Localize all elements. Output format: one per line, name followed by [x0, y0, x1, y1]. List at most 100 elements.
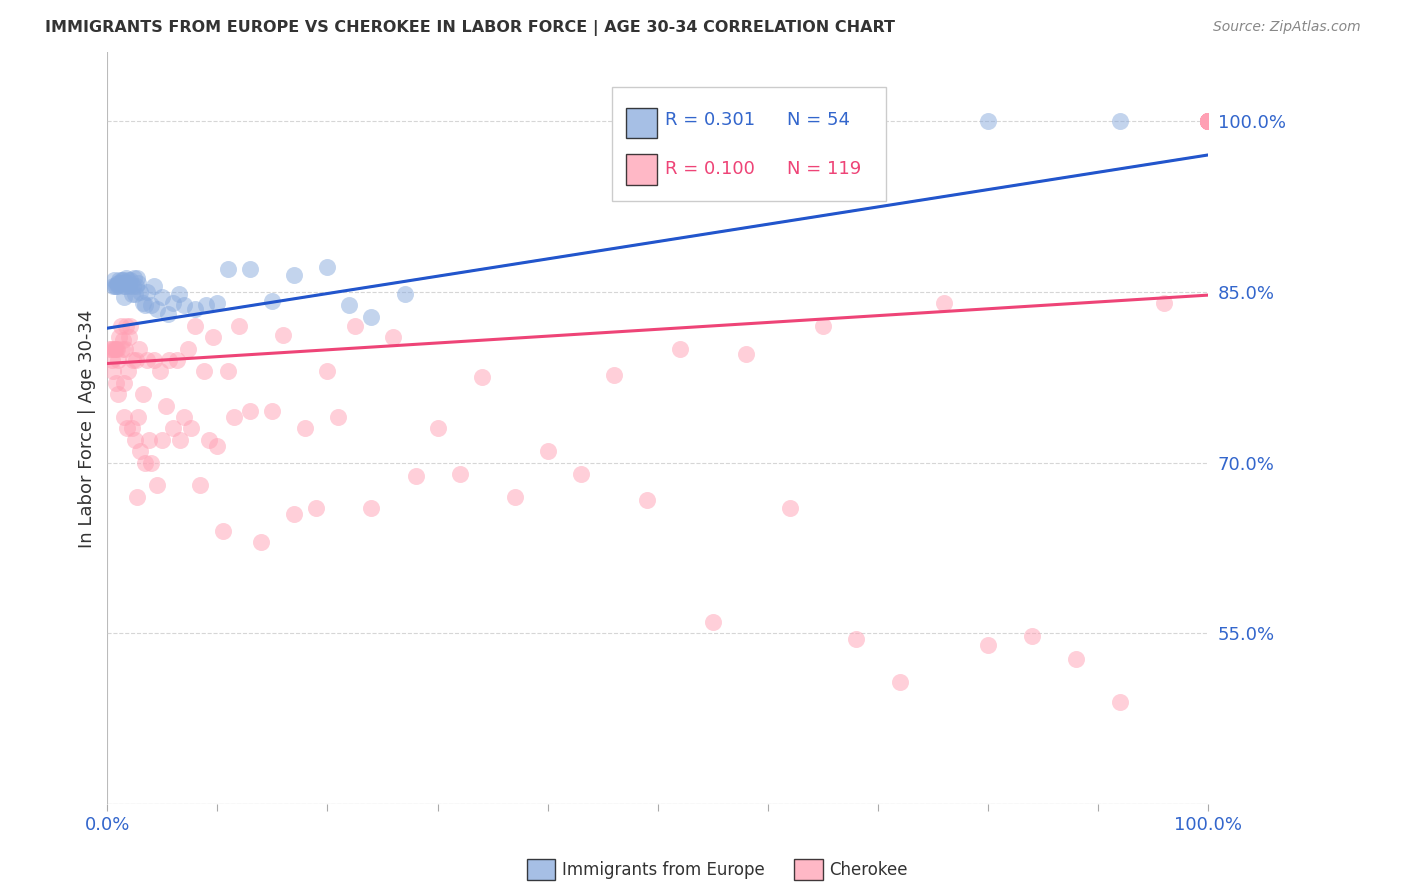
- Point: [167, 287, 190, 301]
- Point: [262, 293, 284, 308]
- Point: [1197, 113, 1219, 128]
- Point: [127, 490, 149, 504]
- Point: [111, 273, 134, 287]
- Point: [262, 404, 284, 418]
- Point: [273, 328, 295, 343]
- Point: [115, 421, 138, 435]
- Point: [114, 342, 136, 356]
- Point: [131, 387, 153, 401]
- Point: [339, 298, 361, 312]
- Point: [122, 271, 145, 285]
- Text: Immigrants from Europe: Immigrants from Europe: [562, 861, 765, 879]
- Point: [120, 318, 142, 333]
- Point: [217, 261, 239, 276]
- Point: [105, 342, 128, 356]
- Point: [195, 298, 218, 312]
- Point: [193, 364, 215, 378]
- Point: [1021, 629, 1043, 643]
- Point: [157, 353, 180, 368]
- Point: [382, 330, 405, 344]
- Point: [1197, 113, 1219, 128]
- Point: [121, 353, 143, 368]
- Text: R = 0.100: R = 0.100: [665, 161, 755, 178]
- Point: [146, 301, 169, 316]
- Point: [184, 318, 207, 333]
- Point: [1197, 113, 1219, 128]
- Point: [101, 353, 124, 368]
- Point: [1197, 113, 1219, 128]
- Point: [360, 310, 382, 324]
- Point: [932, 296, 955, 310]
- Point: [108, 330, 131, 344]
- Point: [343, 318, 366, 333]
- Point: [112, 279, 135, 293]
- Point: [100, 342, 122, 356]
- Point: [134, 456, 156, 470]
- Point: [1197, 113, 1219, 128]
- Point: [169, 433, 191, 447]
- Point: [112, 410, 135, 425]
- Point: [1197, 113, 1219, 128]
- Point: [105, 376, 128, 390]
- Point: [105, 342, 128, 356]
- Point: [977, 113, 1000, 128]
- Point: [110, 318, 132, 333]
- Text: IMMIGRANTS FROM EUROPE VS CHEROKEE IN LABOR FORCE | AGE 30-34 CORRELATION CHART: IMMIGRANTS FROM EUROPE VS CHEROKEE IN LA…: [45, 20, 896, 36]
- Point: [250, 535, 273, 549]
- Point: [108, 273, 131, 287]
- Point: [111, 333, 134, 347]
- Point: [152, 290, 174, 304]
- Point: [328, 410, 350, 425]
- Point: [124, 287, 146, 301]
- Point: [117, 273, 139, 287]
- Text: R = 0.301: R = 0.301: [665, 112, 755, 129]
- Point: [111, 342, 134, 356]
- Point: [141, 456, 163, 470]
- Point: [111, 273, 134, 287]
- Point: [294, 421, 316, 435]
- Point: [1197, 113, 1219, 128]
- Point: [734, 347, 756, 361]
- Point: [107, 353, 129, 368]
- Point: [184, 301, 207, 316]
- Point: [129, 285, 152, 299]
- Point: [98, 342, 121, 356]
- Point: [316, 364, 339, 378]
- Point: [136, 285, 159, 299]
- Point: [127, 410, 149, 425]
- Point: [702, 615, 724, 629]
- Point: [1064, 651, 1087, 665]
- Point: [811, 113, 834, 128]
- Point: [1197, 113, 1219, 128]
- Point: [1197, 113, 1219, 128]
- Point: [1197, 113, 1219, 128]
- Point: [121, 279, 143, 293]
- Point: [207, 296, 229, 310]
- Point: [162, 421, 184, 435]
- Point: [305, 501, 328, 516]
- Point: [149, 364, 172, 378]
- Point: [103, 342, 125, 356]
- Point: [207, 438, 229, 452]
- Point: [112, 290, 135, 304]
- Point: [536, 444, 558, 458]
- Point: [125, 279, 148, 293]
- Point: [104, 279, 127, 293]
- Point: [1197, 113, 1219, 128]
- Point: [602, 368, 624, 382]
- Point: [316, 260, 339, 274]
- Point: [1153, 296, 1175, 310]
- Point: [889, 675, 911, 690]
- Point: [811, 318, 834, 333]
- Point: [107, 276, 129, 290]
- Point: [636, 493, 658, 508]
- Point: [101, 364, 124, 378]
- Point: [180, 421, 202, 435]
- Point: [115, 276, 138, 290]
- Point: [115, 318, 138, 333]
- Point: [1197, 113, 1219, 128]
- Point: [142, 279, 165, 293]
- Point: [394, 287, 416, 301]
- Point: [1108, 113, 1130, 128]
- Point: [1197, 113, 1219, 128]
